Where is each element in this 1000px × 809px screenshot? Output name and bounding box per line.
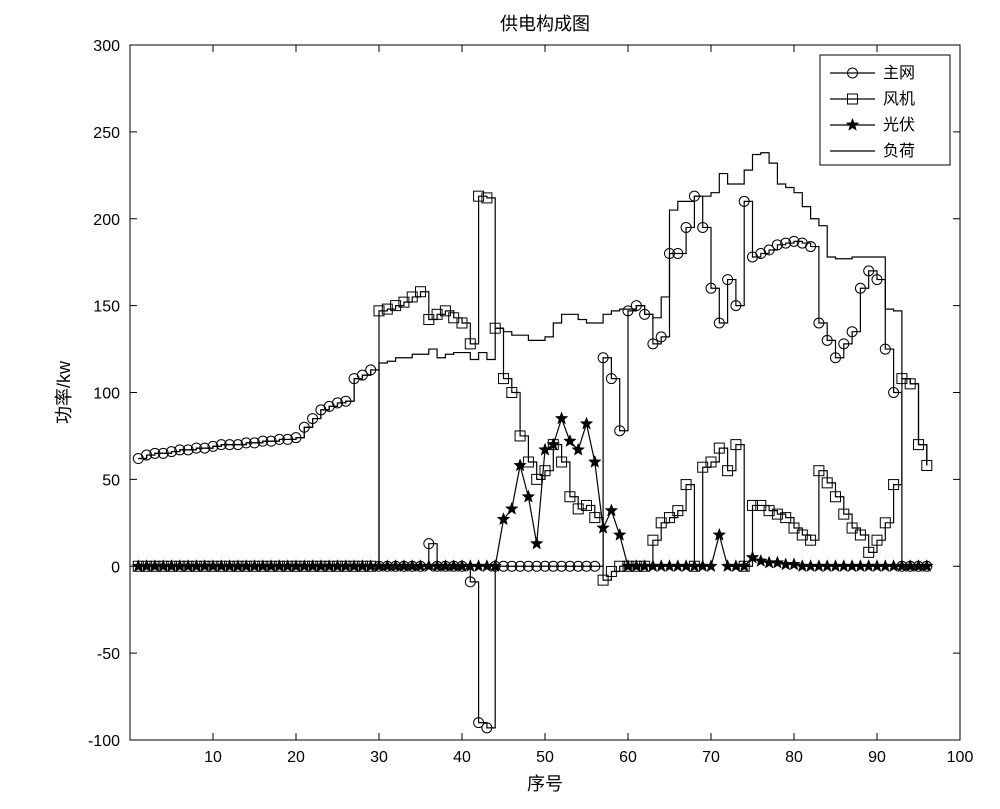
marker-solar [506,502,518,514]
power-composition-chart: 供电构成图 10 20 30 40 50 60 70 80 90 100 -100 -50 0 50 100 1… [0,0,1000,809]
legend-label: 光伏 [883,116,915,134]
x-tick-label: 20 [287,749,305,766]
x-tick-label: 80 [785,749,803,766]
x-tick-label: 70 [702,749,720,766]
legend-marker [846,119,858,131]
marker-solar [713,528,725,540]
legend-label: 负荷 [883,142,915,160]
marker-solar [580,417,592,429]
series-solar [132,412,933,571]
x-tick-label: 60 [619,749,637,766]
x-tick-label: 90 [868,749,886,766]
chart-title: 供电构成图 [500,14,590,34]
y-tick-label: 100 [93,386,120,403]
chart-container: 供电构成图 10 20 30 40 50 60 70 80 90 100 -100 -50 0 50 100 1… [0,0,1000,809]
marker-solar [514,459,526,471]
marker-solar [522,490,534,502]
x-tick-label: 10 [204,749,222,766]
marker-solar [705,560,717,572]
plot-box [130,45,960,740]
x-tick-label: 100 [947,749,974,766]
y-tick-label: 300 [93,38,120,55]
y-tick-label: 200 [93,212,120,229]
marker-solar [614,528,626,540]
legend-label: 主网 [883,64,915,82]
x-tick-label: 50 [536,749,554,766]
series-wind [133,191,932,585]
y-tick-label: -100 [88,733,120,750]
legend: 主网风机光伏负荷 [820,55,950,165]
y-tick-label: 0 [111,559,120,576]
marker-solar [531,537,543,549]
series-load [138,153,927,466]
marker-solar [564,435,576,447]
plot-area [132,153,933,733]
series-line-solar [138,419,927,567]
x-tick-label: 40 [453,749,471,766]
marker-solar [605,504,617,516]
y-axis-label: 功率/kw [54,360,74,424]
x-axis-label: 序号 [527,774,563,794]
y-tick-label: 50 [102,472,120,489]
y-tick-label: 150 [93,299,120,316]
marker-solar [555,412,567,424]
y-tick-label: 250 [93,125,120,142]
x-tick-label: 30 [370,749,388,766]
series-line-load [138,153,927,466]
y-tick-label: -50 [97,646,120,663]
legend-label: 风机 [883,90,915,108]
